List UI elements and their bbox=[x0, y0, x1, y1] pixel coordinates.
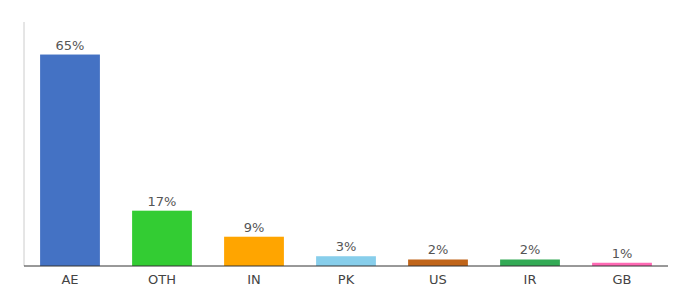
x-tick-label: AE bbox=[61, 272, 78, 287]
bar bbox=[40, 55, 100, 266]
data-label: 2% bbox=[520, 242, 541, 257]
x-axis-line bbox=[24, 266, 668, 267]
x-tick-label: IR bbox=[524, 272, 537, 287]
x-tick-label: US bbox=[429, 272, 447, 287]
data-labels: 65% 17% 9% 3% 2% 2% 1% bbox=[56, 38, 633, 261]
bar bbox=[500, 259, 560, 266]
data-label: 17% bbox=[148, 194, 177, 209]
y-range-line bbox=[24, 22, 25, 266]
data-label: 1% bbox=[612, 246, 633, 261]
bar bbox=[408, 259, 468, 266]
chart-svg: AE OTH IN PK US IR GB 65% 17% 9% 3% 2% 2% 1% bbox=[0, 0, 680, 300]
bar bbox=[224, 237, 284, 266]
chart-container: AE OTH IN PK US IR GB 65% 17% 9% 3% 2% 2% 1% bbox=[0, 0, 680, 300]
bars bbox=[40, 55, 652, 266]
x-tick-label: GB bbox=[613, 272, 632, 287]
bar bbox=[316, 256, 376, 266]
x-tick-label: PK bbox=[338, 272, 355, 287]
x-tick-label: IN bbox=[247, 272, 261, 287]
data-label: 3% bbox=[336, 239, 357, 254]
data-label: 9% bbox=[244, 220, 265, 235]
x-tick-labels: AE OTH IN PK US IR GB bbox=[61, 272, 631, 287]
x-tick-label: OTH bbox=[148, 272, 176, 287]
data-label: 2% bbox=[428, 242, 449, 257]
bar bbox=[132, 211, 192, 266]
data-label: 65% bbox=[56, 38, 85, 53]
